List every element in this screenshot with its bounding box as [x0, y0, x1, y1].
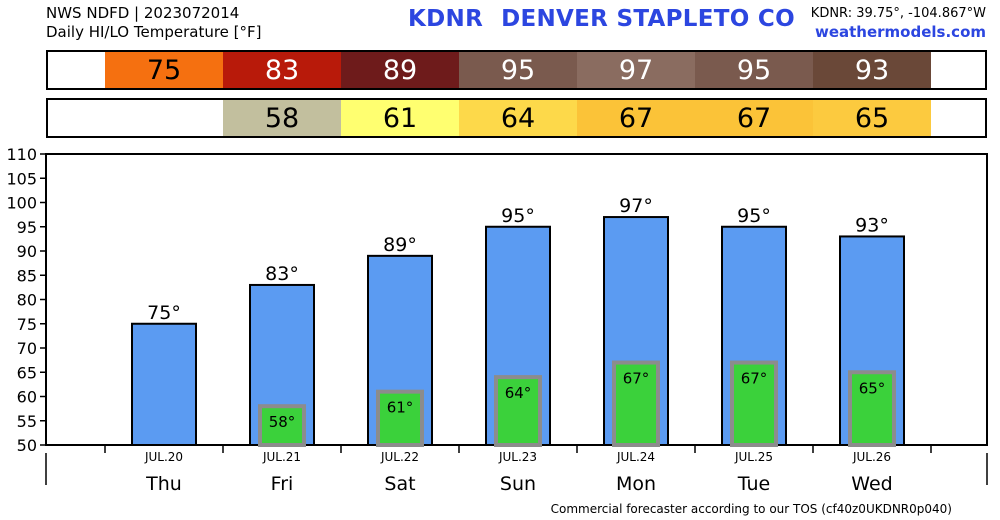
low-value-label: 64°: [505, 384, 532, 402]
y-tick-label: 85: [17, 266, 37, 285]
y-tick-label: 110: [6, 145, 37, 164]
high-value-label: 95°: [501, 205, 535, 227]
y-tick-label: 90: [17, 242, 37, 261]
chart-subtitle: Daily HI/LO Temperature [°F]: [46, 23, 262, 41]
date-label: JUL.21: [262, 450, 301, 464]
low-bar: [258, 404, 306, 448]
hi-cell: 93: [813, 52, 931, 88]
high-value-label: 95°: [737, 205, 771, 227]
y-tick-label: 105: [6, 169, 37, 188]
low-value-label: 67°: [623, 370, 650, 388]
station-name: DENVER STAPLETO CO: [501, 6, 795, 32]
lo-cell: 65: [813, 100, 931, 136]
low-bar: [494, 375, 542, 448]
hi-cell: 95: [695, 52, 813, 88]
y-tick-label: 50: [17, 436, 37, 455]
y-tick-label: 95: [17, 218, 37, 237]
low-bar: [730, 360, 778, 447]
station-id: KDNR: [408, 6, 484, 32]
day-label: Sat: [384, 473, 415, 495]
hi-cell: 97: [577, 52, 695, 88]
high-value-label: 89°: [383, 234, 417, 256]
high-temp-strip: 75 83 89 95 97 95 93: [46, 50, 987, 90]
day-label: Fri: [271, 473, 294, 495]
y-tick-label: 70: [17, 339, 37, 358]
high-value-label: 93°: [855, 214, 889, 236]
high-value-label: 97°: [619, 195, 653, 217]
low-value-label: 61°: [387, 399, 414, 417]
date-label: JUL.24: [616, 450, 655, 464]
lo-cell: 64: [459, 100, 577, 136]
y-tick-label: 75: [17, 315, 37, 334]
low-bar: [376, 389, 424, 447]
date-label: JUL.25: [734, 450, 773, 464]
hi-cell: 83: [223, 52, 341, 88]
high-bar: [131, 322, 197, 446]
date-label: JUL.22: [380, 450, 419, 464]
header-info: NWS NDFD | 2023072014 Daily HI/LO Temper…: [46, 4, 262, 42]
high-value-label: 83°: [265, 263, 299, 285]
date-label: JUL.20: [144, 450, 183, 464]
station-coords: KDNR: 39.75°, -104.867°W: [810, 6, 986, 21]
y-tick-label: 100: [6, 194, 37, 213]
hi-cell: 95: [459, 52, 577, 88]
footer-note: Commercial forecaster according to our T…: [550, 502, 952, 516]
day-label: Mon: [616, 473, 656, 495]
site-link[interactable]: weathermodels.com: [814, 23, 986, 41]
low-value-label: 65°: [859, 379, 886, 397]
y-tick-label: 80: [17, 291, 37, 310]
low-temp-strip: 58 61 64 67 67 65: [46, 98, 987, 138]
y-tick-label: 55: [17, 412, 37, 431]
hi-cell: 75: [105, 52, 223, 88]
lo-cell: 67: [695, 100, 813, 136]
low-bar: [612, 360, 660, 447]
low-bar: [848, 370, 896, 447]
day-label: Wed: [851, 473, 892, 495]
header-right: KDNR: 39.75°, -104.867°W weathermodels.c…: [811, 4, 986, 42]
lo-cell: 67: [577, 100, 695, 136]
low-value-label: 58°: [269, 413, 296, 431]
lo-cell: 61: [341, 100, 459, 136]
low-value-label: 67°: [741, 370, 768, 388]
day-label: Tue: [737, 473, 770, 495]
y-tick-label: 65: [17, 363, 37, 382]
day-label: Thu: [145, 473, 182, 495]
station-title: KDNR DENVER STAPLETO CO: [408, 6, 795, 32]
date-label: JUL.23: [498, 450, 537, 464]
lo-cell: 58: [223, 100, 341, 136]
y-tick-label: 60: [17, 388, 37, 407]
day-label: Sun: [500, 473, 536, 495]
temperature-chart: 50 55 60 65 70 75 80 85 90 95 100 105 110 75° JUL.20 Th…: [6, 145, 988, 495]
high-value-label: 75°: [147, 302, 181, 324]
model-run-label: NWS NDFD | 2023072014: [46, 4, 240, 22]
date-label: JUL.26: [852, 450, 891, 464]
hi-cell: 89: [341, 52, 459, 88]
